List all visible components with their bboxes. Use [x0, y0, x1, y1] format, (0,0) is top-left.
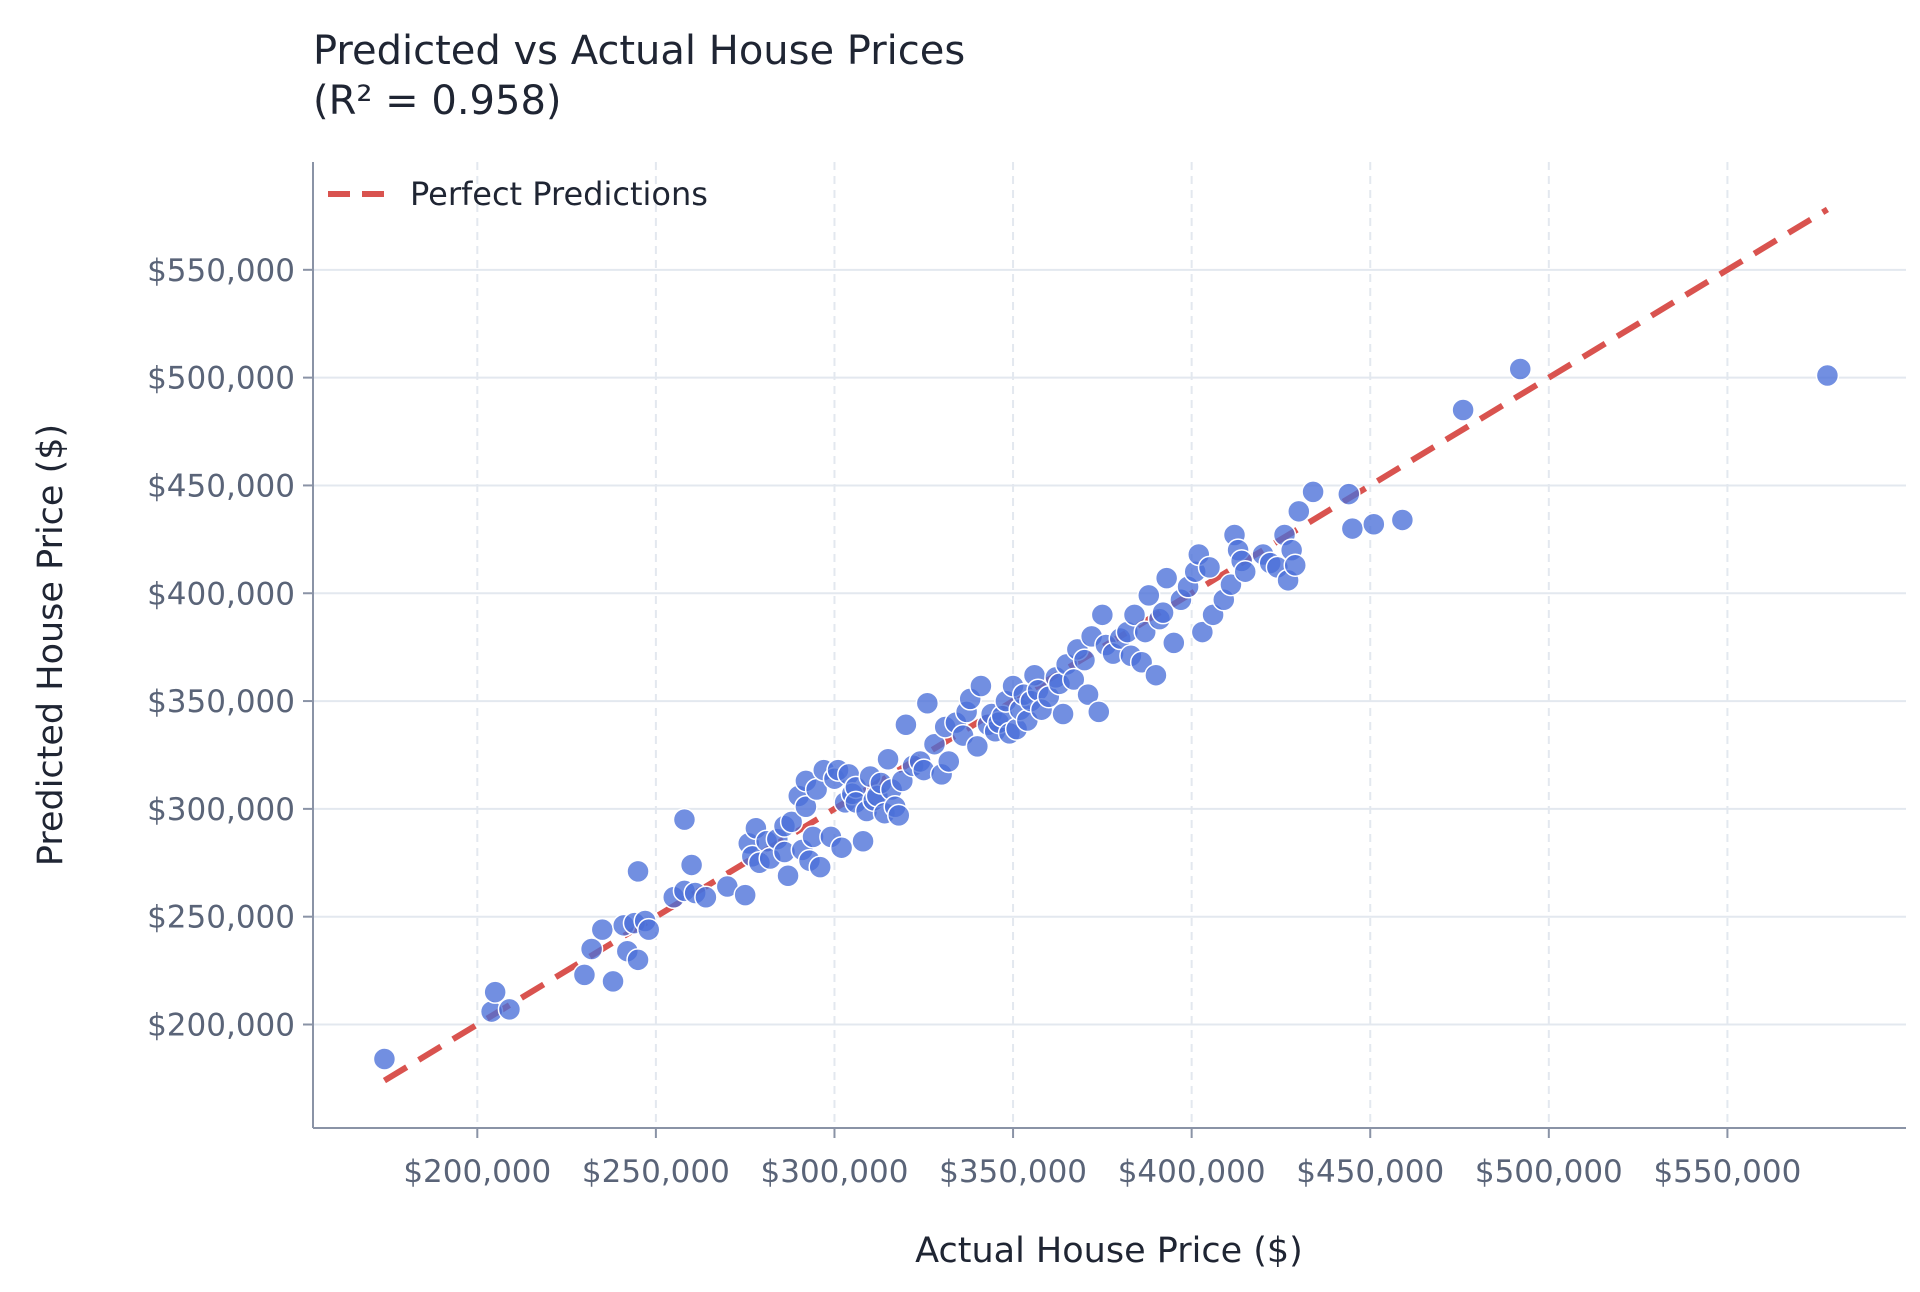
data-point [1090, 603, 1115, 627]
data-point [1062, 667, 1086, 692]
data-point [672, 807, 697, 832]
data-point [1122, 603, 1147, 627]
y-tick-label: $250,000 [147, 900, 295, 936]
data-point [1154, 566, 1179, 590]
data-point [483, 980, 507, 1004]
data-point [1815, 363, 1840, 388]
data-point [937, 749, 961, 774]
data-point [1144, 663, 1168, 687]
x-tick-label: $500,000 [1475, 1154, 1623, 1190]
data-point [372, 1047, 397, 1071]
y-tick-label: $200,000 [147, 1008, 295, 1044]
data-point [601, 969, 625, 994]
x-tick-label: $250,000 [582, 1154, 730, 1190]
data-point [1076, 682, 1100, 707]
x-axis-label: Actual House Price ($) [915, 1231, 1303, 1271]
chart-subtitle: (R² = 0.958) [313, 78, 562, 124]
x-tick-label: $550,000 [1653, 1154, 1801, 1190]
data-point [779, 810, 804, 834]
y-tick-label: $300,000 [147, 792, 295, 828]
data-point [1301, 480, 1325, 504]
data-point [626, 859, 650, 884]
data-point [915, 691, 940, 715]
data-point [1151, 600, 1175, 625]
data-point [1051, 702, 1075, 726]
grid [303, 162, 1906, 1138]
data-points [372, 357, 1840, 1071]
data-point [733, 883, 757, 907]
legend: Perfect Predictions [328, 175, 708, 213]
data-point [965, 734, 990, 759]
data-point [497, 997, 522, 1022]
data-point [969, 674, 993, 698]
data-point [1072, 648, 1097, 672]
data-point [808, 855, 832, 879]
data-point [829, 835, 854, 860]
data-point [851, 829, 875, 853]
data-point [1508, 357, 1533, 381]
y-tick-label: $500,000 [147, 361, 295, 397]
data-point [1283, 553, 1307, 577]
data-point [1340, 516, 1365, 541]
y-axis-label: Predicted House Price ($) [31, 424, 71, 866]
data-point [1162, 631, 1186, 655]
x-tick-label: $350,000 [939, 1154, 1087, 1190]
data-point [1451, 398, 1475, 422]
data-point [922, 732, 947, 756]
data-point [572, 963, 597, 987]
data-point [1390, 508, 1415, 532]
data-point [1287, 499, 1311, 524]
data-point [1337, 482, 1361, 506]
axes [312, 162, 1906, 1129]
data-point [636, 917, 661, 942]
x-tick-label: $300,000 [761, 1154, 909, 1190]
data-point [1233, 559, 1257, 584]
data-point [694, 885, 718, 910]
y-tick-label: $450,000 [147, 468, 295, 504]
data-point [679, 853, 704, 877]
data-point [1087, 700, 1111, 724]
data-point [876, 747, 900, 772]
tick-labels: $200,000 $250,000 $300,000 $350,000 $400,000… [147, 253, 1801, 1190]
data-point [590, 917, 615, 942]
data-point [1197, 555, 1222, 580]
y-tick-label: $350,000 [147, 684, 295, 720]
y-tick-label: $550,000 [147, 253, 295, 289]
data-point [626, 948, 650, 972]
data-point [894, 713, 918, 737]
data-point [776, 863, 800, 888]
chart-title: Predicted vs Actual House Prices [313, 28, 965, 74]
x-tick-label: $400,000 [1118, 1154, 1266, 1190]
data-point [579, 937, 604, 961]
data-point [887, 803, 911, 828]
y-tick-label: $400,000 [147, 576, 295, 612]
data-point [1137, 583, 1161, 608]
x-tick-label: $450,000 [1296, 1154, 1444, 1190]
x-tick-label: $200,000 [403, 1154, 551, 1190]
legend-label-perfect-predictions: Perfect Predictions [410, 175, 708, 213]
data-point [1190, 620, 1215, 644]
data-point [794, 794, 818, 819]
data-point [1362, 512, 1386, 536]
